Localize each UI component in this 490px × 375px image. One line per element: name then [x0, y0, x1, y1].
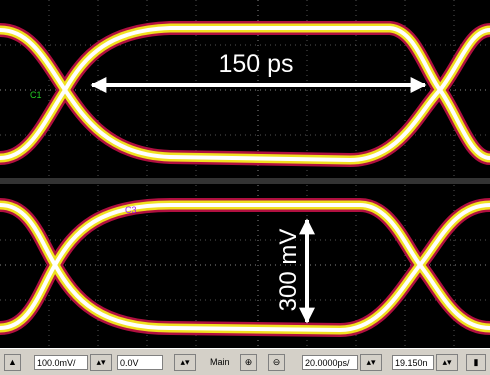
toolbar: ▲ 100.0mV/ ▴▾ 0.0V ▴▾ Main ⊕ ⊖ 20.0000ps…: [0, 348, 490, 375]
trigger-button[interactable]: ▮: [466, 354, 486, 371]
scale-field[interactable]: 100.0mV/: [34, 355, 88, 370]
delay-spin[interactable]: ▴▾: [436, 354, 458, 371]
offset-field[interactable]: 0.0V: [117, 355, 163, 370]
zoom-out[interactable]: ⊖: [268, 354, 285, 371]
zoom-in[interactable]: ⊕: [240, 354, 257, 371]
channel-label: C1: [30, 90, 42, 100]
scale-spin[interactable]: ▴▾: [90, 354, 112, 371]
offset-spin[interactable]: ▴▾: [174, 354, 196, 371]
voltage-annotation: 300 mV: [275, 229, 302, 312]
scope-screen: C1 C3 150 ps 300 mV: [0, 0, 490, 348]
time-scale-field[interactable]: 20.0000ps/: [302, 355, 358, 370]
timebase-mode[interactable]: Main: [210, 355, 230, 370]
channel-label: C3: [125, 205, 137, 215]
menu-button[interactable]: ▲: [4, 354, 21, 371]
page: {"screen": {"annotations": {"time": "150…: [0, 0, 490, 375]
separator: [0, 178, 490, 184]
delay-field[interactable]: 19.150n: [392, 355, 434, 370]
time-scale-spin[interactable]: ▴▾: [360, 354, 382, 371]
time-annotation: 150 ps: [218, 50, 293, 78]
